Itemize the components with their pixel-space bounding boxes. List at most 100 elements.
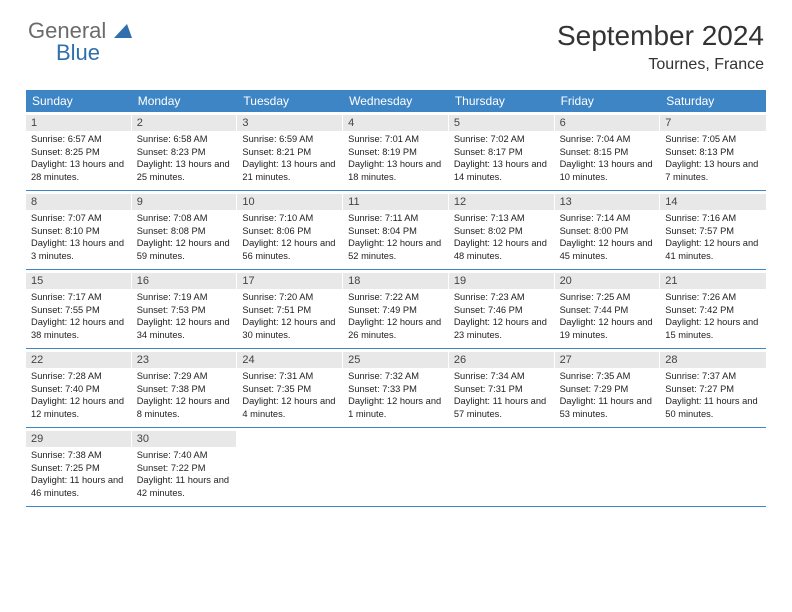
week-row: 1 Sunrise: 6:57 AMSunset: 8:25 PMDaylight…	[26, 112, 766, 191]
day-details: Sunrise: 7:23 AMSunset: 7:46 PMDaylight:…	[454, 291, 550, 341]
day-number: 9	[132, 194, 238, 210]
day-cell: 30 Sunrise: 7:40 AMSunset: 7:22 PMDayligh…	[132, 428, 238, 506]
day-cell: 5Sunrise: 7:02 AMSunset: 8:17 PMDaylight…	[449, 112, 555, 190]
dow-cell: Wednesday	[343, 90, 449, 112]
day-details: Sunrise: 6:58 AMSunset: 8:23 PMDaylight:…	[137, 133, 233, 183]
day-number: 5	[449, 115, 555, 131]
day-cell: 22 Sunrise: 7:28 AMSunset: 7:40 PMDayligh…	[26, 349, 132, 427]
day-number: 28	[660, 352, 766, 368]
day-cell: 19 Sunrise: 7:23 AMSunset: 7:46 PMDayligh…	[449, 270, 555, 348]
day-number: 2	[132, 115, 238, 131]
day-cell: 4Sunrise: 7:01 AMSunset: 8:19 PMDaylight…	[343, 112, 449, 190]
day-number: 15	[26, 273, 132, 289]
day-number: 10	[237, 194, 343, 210]
empty-cell	[343, 428, 449, 506]
day-details: Sunrise: 7:40 AMSunset: 7:22 PMDaylight:…	[137, 449, 233, 499]
day-details: Sunrise: 6:57 AMSunset: 8:25 PMDaylight:…	[31, 133, 127, 183]
day-number: 11	[343, 194, 449, 210]
empty-cell	[555, 428, 661, 506]
day-number: 3	[237, 115, 343, 131]
day-number: 26	[449, 352, 555, 368]
day-cell: 3 Sunrise: 6:59 AMSunset: 8:21 PMDaylight…	[237, 112, 343, 190]
triangle-icon	[114, 18, 132, 43]
day-number: 12	[449, 194, 555, 210]
day-cell: 25 Sunrise: 7:32 AMSunset: 7:33 PMDayligh…	[343, 349, 449, 427]
day-cell: 13 Sunrise: 7:14 AMSunset: 8:00 PMDayligh…	[555, 191, 661, 269]
day-number: 19	[449, 273, 555, 289]
day-details: Sunrise: 7:38 AMSunset: 7:25 PMDaylight:…	[31, 449, 127, 499]
day-details: Sunrise: 7:11 AMSunset: 8:04 PMDaylight:…	[348, 212, 444, 262]
day-cell: 24 Sunrise: 7:31 AMSunset: 7:35 PMDayligh…	[237, 349, 343, 427]
day-number: 20	[555, 273, 661, 289]
day-cell: 6 Sunrise: 7:04 AMSunset: 8:15 PMDaylight…	[555, 112, 661, 190]
dow-cell: Sunday	[26, 90, 132, 112]
day-cell: 28Sunrise: 7:37 AMSunset: 7:27 PMDayligh…	[660, 349, 766, 427]
empty-cell	[660, 428, 766, 506]
day-cell: 21 Sunrise: 7:26 AMSunset: 7:42 PMDayligh…	[660, 270, 766, 348]
day-number: 18	[343, 273, 449, 289]
title-block: September 2024 Tournes, France	[557, 20, 764, 74]
day-number: 24	[237, 352, 343, 368]
day-details: Sunrise: 7:31 AMSunset: 7:35 PMDaylight:…	[242, 370, 338, 420]
day-details: Sunrise: 7:34 AMSunset: 7:31 PMDaylight:…	[454, 370, 550, 420]
day-number: 27	[555, 352, 661, 368]
day-number: 25	[343, 352, 449, 368]
day-details: Sunrise: 7:05 AMSunset: 8:13 PMDaylight:…	[665, 133, 761, 183]
day-details: Sunrise: 7:10 AMSunset: 8:06 PMDaylight:…	[242, 212, 338, 262]
day-cell: 11 Sunrise: 7:11 AMSunset: 8:04 PMDayligh…	[343, 191, 449, 269]
day-details: Sunrise: 7:01 AMSunset: 8:19 PMDaylight:…	[348, 133, 444, 183]
day-number: 17	[237, 273, 343, 289]
day-details: Sunrise: 7:26 AMSunset: 7:42 PMDaylight:…	[665, 291, 761, 341]
day-number: 8	[26, 194, 132, 210]
day-number: 14	[660, 194, 766, 210]
week-row: 22 Sunrise: 7:28 AMSunset: 7:40 PMDayligh…	[26, 349, 766, 428]
day-details: Sunrise: 7:13 AMSunset: 8:02 PMDaylight:…	[454, 212, 550, 262]
day-details: Sunrise: 7:14 AMSunset: 8:00 PMDaylight:…	[560, 212, 656, 262]
week-row: 8 Sunrise: 7:07 AMSunset: 8:10 PMDaylight…	[26, 191, 766, 270]
day-cell: 14 Sunrise: 7:16 AMSunset: 7:57 PMDayligh…	[660, 191, 766, 269]
day-details: Sunrise: 7:07 AMSunset: 8:10 PMDaylight:…	[31, 212, 127, 262]
dow-cell: Tuesday	[237, 90, 343, 112]
day-details: Sunrise: 7:32 AMSunset: 7:33 PMDaylight:…	[348, 370, 444, 420]
day-cell: 9Sunrise: 7:08 AMSunset: 8:08 PMDaylight…	[132, 191, 238, 269]
day-details: Sunrise: 7:35 AMSunset: 7:29 PMDaylight:…	[560, 370, 656, 420]
day-details: Sunrise: 7:22 AMSunset: 7:49 PMDaylight:…	[348, 291, 444, 341]
header: General Blue September 2024 Tournes, Fra…	[0, 0, 792, 82]
day-cell: 7Sunrise: 7:05 AMSunset: 8:13 PMDaylight…	[660, 112, 766, 190]
day-details: Sunrise: 7:04 AMSunset: 8:15 PMDaylight:…	[560, 133, 656, 183]
day-cell: 29 Sunrise: 7:38 AMSunset: 7:25 PMDayligh…	[26, 428, 132, 506]
empty-cell	[237, 428, 343, 506]
day-number: 6	[555, 115, 661, 131]
day-cell: 17 Sunrise: 7:20 AMSunset: 7:51 PMDayligh…	[237, 270, 343, 348]
day-cell: 1 Sunrise: 6:57 AMSunset: 8:25 PMDaylight…	[26, 112, 132, 190]
day-cell: 10 Sunrise: 7:10 AMSunset: 8:06 PMDayligh…	[237, 191, 343, 269]
day-number: 30	[132, 431, 238, 447]
day-details: Sunrise: 6:59 AMSunset: 8:21 PMDaylight:…	[242, 133, 338, 183]
day-number: 21	[660, 273, 766, 289]
location: Tournes, France	[557, 56, 764, 74]
day-cell: 26 Sunrise: 7:34 AMSunset: 7:31 PMDayligh…	[449, 349, 555, 427]
day-cell: 20Sunrise: 7:25 AMSunset: 7:44 PMDayligh…	[555, 270, 661, 348]
day-cell: 12 Sunrise: 7:13 AMSunset: 8:02 PMDayligh…	[449, 191, 555, 269]
day-number: 13	[555, 194, 661, 210]
dow-row: SundayMondayTuesdayWednesdayThursdayFrid…	[26, 90, 766, 112]
day-details: Sunrise: 7:20 AMSunset: 7:51 PMDaylight:…	[242, 291, 338, 341]
day-cell: 2 Sunrise: 6:58 AMSunset: 8:23 PMDaylight…	[132, 112, 238, 190]
day-number: 1	[26, 115, 132, 131]
day-details: Sunrise: 7:16 AMSunset: 7:57 PMDaylight:…	[665, 212, 761, 262]
day-cell: 8 Sunrise: 7:07 AMSunset: 8:10 PMDaylight…	[26, 191, 132, 269]
dow-cell: Monday	[132, 90, 238, 112]
day-number: 22	[26, 352, 132, 368]
day-details: Sunrise: 7:29 AMSunset: 7:38 PMDaylight:…	[137, 370, 233, 420]
logo-word2: Blue	[56, 42, 132, 64]
day-details: Sunrise: 7:28 AMSunset: 7:40 PMDaylight:…	[31, 370, 127, 420]
logo: General Blue	[28, 20, 132, 64]
empty-cell	[449, 428, 555, 506]
month-title: September 2024	[557, 20, 764, 52]
day-cell: 16Sunrise: 7:19 AMSunset: 7:53 PMDayligh…	[132, 270, 238, 348]
day-number: 29	[26, 431, 132, 447]
day-details: Sunrise: 7:19 AMSunset: 7:53 PMDaylight:…	[137, 291, 233, 341]
day-cell: 27 Sunrise: 7:35 AMSunset: 7:29 PMDayligh…	[555, 349, 661, 427]
dow-cell: Friday	[555, 90, 661, 112]
week-row: 15Sunrise: 7:17 AMSunset: 7:55 PMDayligh…	[26, 270, 766, 349]
